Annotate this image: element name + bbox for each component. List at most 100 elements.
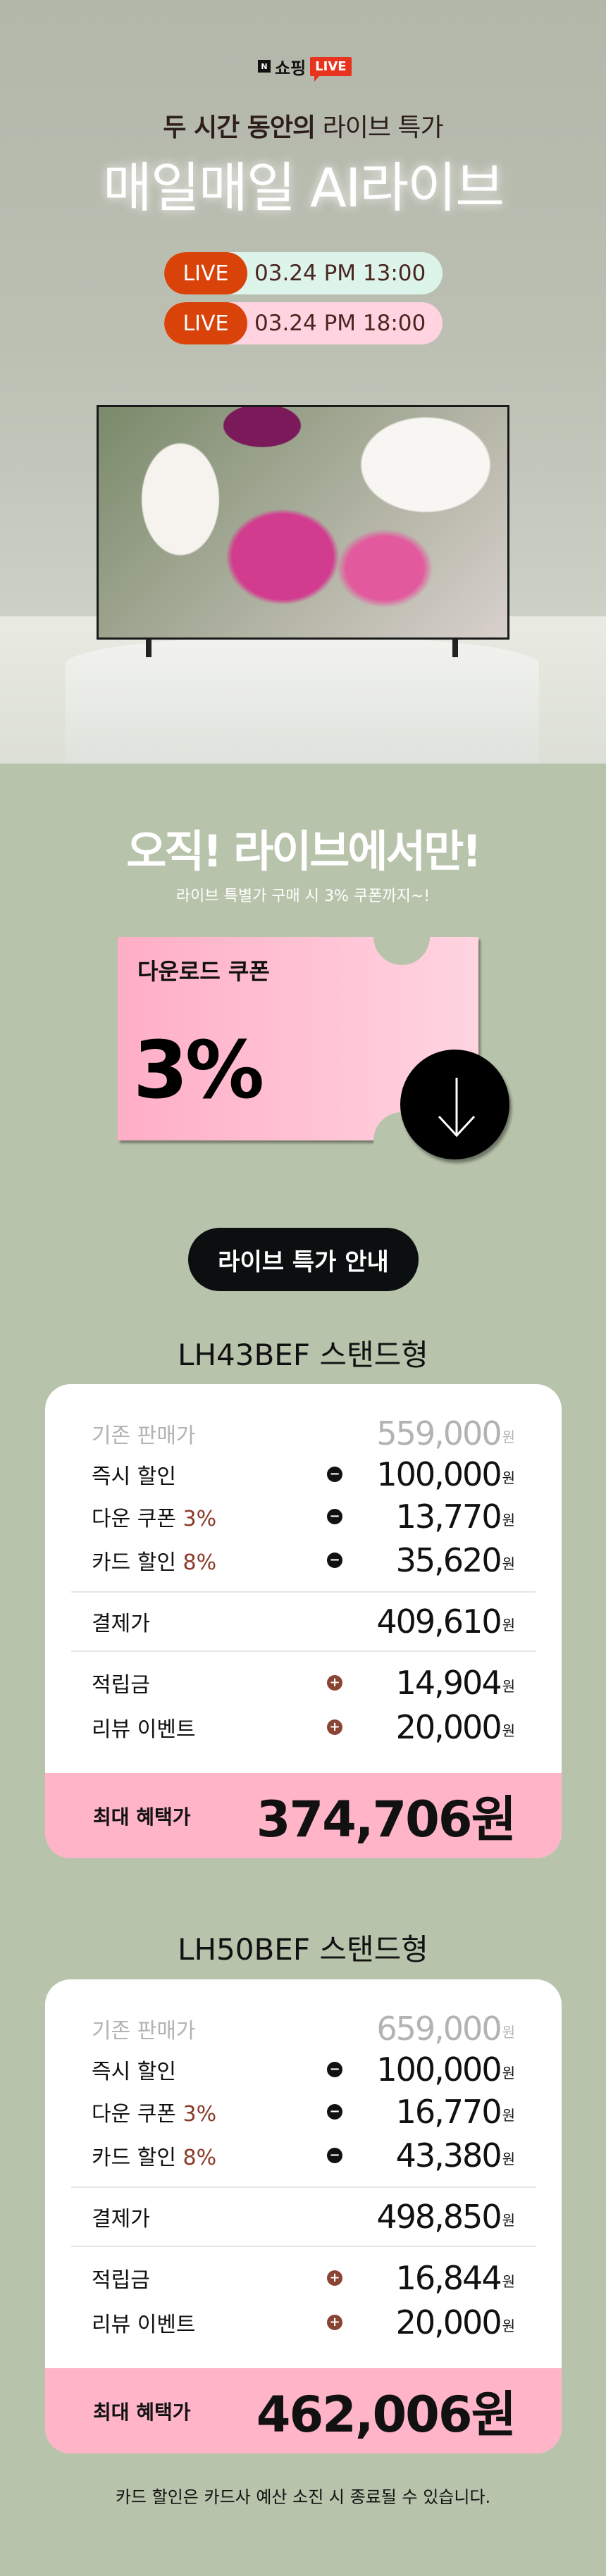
won-unit: 원 — [502, 1678, 515, 1695]
row-label: 카드 할인 8% — [92, 2140, 396, 2171]
row-amount: 14,904 — [395, 1664, 502, 1702]
minus-circle-icon: − — [327, 1467, 342, 1482]
live-time: 03.24 PM 13:00 — [254, 261, 426, 286]
row-label-text: 리뷰 이벤트 — [92, 1717, 196, 1742]
divider — [71, 2246, 536, 2247]
row-label: 카드 할인 8% — [92, 1545, 396, 1576]
price-row: 리뷰 이벤트 +20,000 원 — [92, 2303, 515, 2342]
naver-n-icon: N — [258, 60, 271, 73]
row-label-text: 결제가 — [92, 2207, 150, 2232]
promo-subline: 라이브 특별가 구매 시 3% 쿠폰까지~! — [175, 888, 431, 905]
live-schedule-2: LIVE 03.24 PM 18:00 — [164, 302, 443, 344]
row-amount: 16,770 — [395, 2093, 502, 2131]
price-card: 기존 판매가 559,000 원 즉시 할인 −100,000 원 다운 쿠폰 3% −13,… — [45, 1384, 562, 1858]
won-unit: 원 — [502, 1512, 515, 1529]
row-amount: 20,000 — [395, 2303, 502, 2341]
won-unit: 원 — [502, 1429, 515, 1445]
won-unit: 원 — [502, 1722, 515, 1739]
row-label-text: 리뷰 이벤트 — [92, 2313, 196, 2337]
row-amount: 43,380 — [395, 2136, 502, 2174]
minus-circle-icon: − — [327, 2104, 342, 2120]
row-rate: 3% — [183, 1507, 217, 1531]
row-label: 결제가 — [92, 1606, 376, 1637]
max-benefit-label: 최대 혜택가 — [93, 1805, 191, 1829]
row-amount: 409,610 — [376, 1603, 502, 1641]
row-amount: 498,850 — [376, 2198, 502, 2236]
live-tag: LIVE — [164, 302, 247, 344]
row-amount: 13,770 — [395, 1498, 502, 1536]
row-rate: 8% — [183, 1550, 217, 1575]
product-title: LH43BEF 스탠드형 — [178, 1338, 428, 1372]
row-label-text: 즉시 할인 — [92, 1464, 176, 1489]
divider — [71, 2186, 536, 2188]
tv-product-image — [97, 405, 509, 640]
price-row: 즉시 할인 − 100,000 원 — [92, 1455, 515, 1494]
row-label: 결제가 — [92, 2201, 376, 2232]
max-benefit-price: 374,706원 — [256, 1791, 517, 1848]
won-unit: 원 — [502, 1617, 515, 1634]
row-amount: 16,844 — [395, 2259, 502, 2297]
logo-live-tag: LIVE — [310, 56, 352, 82]
live-time: 03.24 PM 18:00 — [254, 311, 426, 336]
price-row: 다운 쿠폰 3% −13,770 원 — [92, 1497, 515, 1536]
live-tag: LIVE — [164, 252, 247, 294]
row-amount: 559,000 — [376, 1414, 502, 1452]
row-amount: 20,000 — [395, 1708, 502, 1746]
promo-headline: 오직! 라이브에서만! — [126, 826, 481, 877]
row-label-text: 적립금 — [92, 2268, 150, 2293]
row-rate: 8% — [183, 2146, 217, 2170]
row-label: 리뷰 이벤트 — [92, 1712, 396, 1743]
won-unit: 원 — [502, 1555, 515, 1572]
row-label: 다운 쿠폰 3% — [92, 1501, 396, 1532]
price-row: 적립금 +14,904 원 — [92, 1663, 515, 1703]
price-card: 기존 판매가 659,000 원 즉시 할인 −100,000 원 다운 쿠폰 3% −16,… — [45, 1979, 562, 2453]
plus-circle-icon: + — [327, 2315, 342, 2330]
won-unit: 원 — [502, 2151, 515, 2167]
pedestal — [66, 636, 539, 764]
plus-circle-icon: + — [327, 2270, 342, 2286]
price-row: 결제가 498,850 원 — [92, 2197, 515, 2236]
coupon-notch-top — [373, 909, 430, 965]
tv-stand-right — [452, 640, 458, 657]
row-label: 적립금 — [92, 1667, 396, 1698]
download-coupon-button[interactable] — [400, 1050, 509, 1159]
row-label-text: 기존 판매가 — [92, 1424, 196, 1448]
max-benefit-price: 462,006원 — [256, 2386, 517, 2444]
row-label-text: 카드 할인 — [92, 1550, 176, 1575]
price-row: 적립금 +16,844 원 — [92, 2258, 515, 2298]
price-row: 즉시 할인 − 100,000 원 — [92, 2050, 515, 2089]
subtitle-bold: 두 시간 동안의 — [163, 113, 316, 142]
minus-circle-icon: − — [327, 2062, 342, 2077]
price-row: 결제가 409,610 원 — [92, 1602, 515, 1641]
hero-section: N 쇼핑 LIVE 두 시간 동안의 라이브 특가 매일매일 AI라이브 LIV… — [0, 0, 606, 764]
hero-subtitle: 두 시간 동안의 라이브 특가 — [0, 107, 606, 144]
row-label-text: 다운 쿠폰 — [92, 2102, 176, 2127]
hero-title: 매일매일 AI라이브 — [102, 156, 505, 219]
row-amount: 35,620 — [395, 1541, 502, 1579]
product-title: LH50BEF 스탠드형 — [178, 1932, 428, 1967]
price-row: 기존 판매가 559,000 원 — [92, 1414, 515, 1453]
price-row: 카드 할인 8% −35,620 원 — [92, 1541, 515, 1580]
naver-shopping-live-logo: N 쇼핑 LIVE — [258, 55, 352, 82]
minus-circle-icon: − — [327, 2148, 342, 2163]
row-label: 기존 판매가 — [92, 1418, 376, 1449]
row-label-text: 결제가 — [92, 1612, 150, 1636]
row-amount: 659,000 — [376, 2010, 502, 2048]
won-unit: 원 — [502, 2273, 515, 2290]
won-unit: 원 — [502, 2212, 515, 2229]
won-unit: 원 — [502, 2107, 515, 2124]
divider — [71, 1591, 536, 1593]
won-unit: 원 — [502, 2065, 515, 2082]
live-schedule-1: LIVE 03.24 PM 13:00 — [164, 252, 443, 294]
row-label-text: 카드 할인 — [92, 2146, 176, 2170]
plus-circle-icon: + — [327, 1719, 342, 1735]
download-arrow-icon — [438, 1078, 476, 1138]
price-row: 기존 판매가 659,000 원 — [92, 2009, 515, 2048]
row-label-text: 다운 쿠폰 — [92, 1507, 176, 1531]
row-amount: 100,000 — [376, 2051, 502, 2089]
row-label-text: 기존 판매가 — [92, 2019, 196, 2043]
row-amount: 100,000 — [376, 1455, 502, 1493]
coupon-label: 다운로드 쿠폰 — [137, 958, 270, 985]
won-unit: 원 — [502, 1469, 515, 1486]
row-label: 즉시 할인 — [92, 1459, 376, 1490]
